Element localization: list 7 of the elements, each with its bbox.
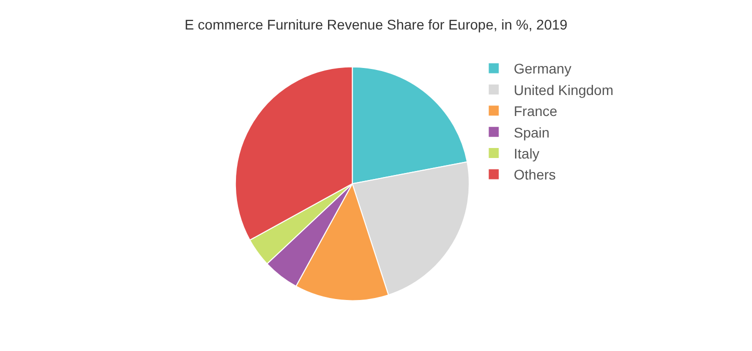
chart-title: E commerce Furniture Revenue Share for Europe, in %, 2019 xyxy=(184,16,568,32)
legend-label: Germany xyxy=(514,60,572,77)
legend-label: United Kingdom xyxy=(514,82,614,98)
legend-label: Others xyxy=(514,166,556,183)
legend-label: Italy xyxy=(514,146,540,162)
legend-label: France xyxy=(514,103,558,120)
legend-label: Spain xyxy=(514,124,550,140)
